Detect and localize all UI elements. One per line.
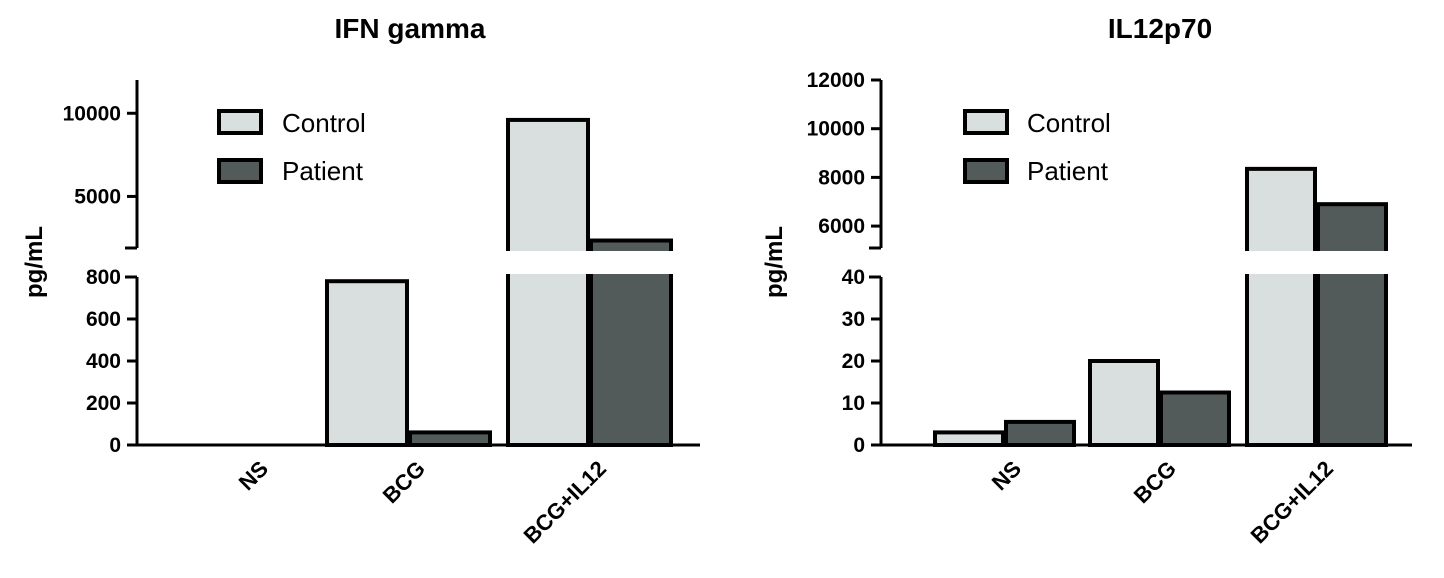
x-tick-label: BCG+IL12 — [1246, 456, 1338, 548]
legend-label-control: Control — [1027, 108, 1111, 138]
bar-patient-bcg — [408, 430, 492, 447]
y-tick-label: 12000 — [807, 69, 865, 92]
y-tick-label: 40 — [842, 266, 865, 289]
y-tick-label: 30 — [842, 308, 865, 331]
upper-y-ticks: 6000 8000 10000 12000 — [807, 69, 881, 238]
legend-label-control: Control — [282, 108, 366, 138]
x-tick-label: BCG — [1129, 456, 1181, 508]
bar-patient-bcg — [1159, 390, 1231, 447]
axes — [125, 80, 700, 447]
axis-break-band — [885, 251, 1416, 274]
legend: Control Patient — [963, 108, 1111, 186]
legend-swatch-control — [963, 109, 1009, 135]
y-tick-label: 5000 — [74, 185, 121, 208]
y-tick-label: 400 — [86, 350, 121, 373]
y-tick-label: 0 — [853, 434, 865, 457]
legend-swatch-patient — [217, 158, 263, 184]
upper-y-ticks: 5000 10000 — [63, 102, 137, 208]
y-axis-label: pg/mL — [21, 226, 48, 298]
bar-patient-ns — [1004, 419, 1076, 447]
y-tick-label: 200 — [86, 392, 121, 415]
legend-swatch-patient — [963, 158, 1009, 184]
bar-control-ns — [933, 430, 1005, 447]
chart-panel-il12p70: IL12p70 pg/mL 6000 8000 10000 12000 0 10 20 30… — [761, 13, 1416, 548]
y-tick-label: 10000 — [63, 102, 121, 125]
axis-break-band — [141, 251, 704, 274]
bar-control-bcg-il12 — [1245, 166, 1317, 447]
y-tick-label: 0 — [109, 434, 121, 457]
legend: Control Patient — [217, 108, 366, 186]
legend-label-patient: Patient — [1027, 156, 1109, 186]
legend-label-patient: Patient — [282, 156, 364, 186]
y-tick-label: 800 — [86, 266, 121, 289]
legend-swatch-control — [217, 109, 263, 135]
x-tick-labels: NS BCG BCG+IL12 — [987, 456, 1338, 548]
x-tick-label: NS — [234, 456, 273, 495]
y-tick-label: 6000 — [818, 215, 865, 238]
y-tick-label: 8000 — [818, 166, 865, 189]
chart-title: IL12p70 — [1108, 13, 1212, 44]
y-tick-label: 600 — [86, 308, 121, 331]
x-tick-label: BCG+IL12 — [519, 456, 611, 548]
bars — [885, 166, 1416, 447]
x-tick-labels: NS BCG BCG+IL12 — [234, 456, 611, 548]
bar-control-bcg-il12 — [506, 117, 590, 447]
x-tick-label: NS — [987, 456, 1026, 495]
lower-y-ticks: 0 10 20 30 40 — [842, 266, 881, 457]
axes — [869, 80, 1412, 447]
y-axis-label: pg/mL — [761, 226, 788, 298]
lower-y-ticks: 0 200 400 600 800 — [86, 266, 137, 457]
x-tick-label: BCG — [378, 456, 430, 508]
bar-control-bcg — [1088, 359, 1160, 447]
y-tick-label: 10 — [842, 392, 865, 415]
chart-title: IFN gamma — [335, 13, 486, 44]
bar-patient-bcg-il12 — [1316, 202, 1388, 447]
y-tick-label: 10000 — [807, 118, 865, 141]
bar-control-bcg — [325, 279, 409, 448]
y-tick-label: 20 — [842, 350, 865, 373]
